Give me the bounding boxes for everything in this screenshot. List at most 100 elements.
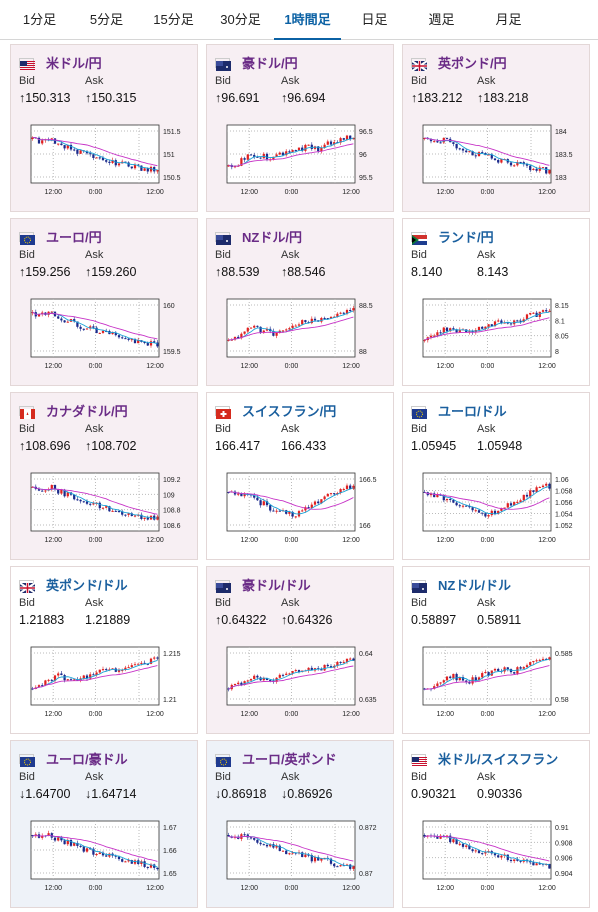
tab-5[interactable]: 日足 <box>361 12 388 27</box>
candle <box>468 151 471 153</box>
pair-name[interactable]: ユーロ/ドル <box>438 404 507 419</box>
tab-3[interactable]: 30分足 <box>220 12 261 27</box>
pair-title[interactable]: 英ポンド/ドル <box>19 575 128 594</box>
candle <box>227 165 230 167</box>
candle <box>60 837 63 841</box>
currency-card[interactable]: スイスフラン/円 Bid Ask 166.417 166.433 166.5 16… <box>206 392 394 560</box>
tab-0[interactable]: 1分足 <box>22 12 57 27</box>
tab-4[interactable]: 1時間足 <box>274 0 341 40</box>
candle <box>79 326 82 329</box>
currency-card[interactable]: 英ポンド/円 Bid Ask ↑183.212 ↑183.218 184 183.… <box>402 44 590 212</box>
tab-2[interactable]: 15分足 <box>153 12 194 27</box>
pair-name[interactable]: ユーロ/円 <box>46 230 102 245</box>
pair-name[interactable]: カナダドル/円 <box>46 404 128 419</box>
pair-title[interactable]: カナダドル/円 <box>19 401 128 420</box>
pair-title[interactable]: ランド/円 <box>411 227 494 246</box>
bid-label: Bid <box>411 423 427 435</box>
chart-container[interactable]: 88.5 88 12:00 0:00 12:00 <box>215 293 385 377</box>
tab-7[interactable]: 月足 <box>495 12 522 27</box>
pair-name[interactable]: ユーロ/豪ドル <box>46 752 128 767</box>
pair-title[interactable]: ユーロ/英ポンド <box>215 749 337 768</box>
pair-name[interactable]: 米ドル/スイスフラン <box>438 752 559 767</box>
pair-name[interactable]: 英ポンド/ドル <box>46 578 128 593</box>
pair-name[interactable]: 豪ドル/円 <box>242 56 298 71</box>
pair-title[interactable]: 米ドル/円 <box>19 53 102 72</box>
candle <box>548 169 551 174</box>
pair-title[interactable]: ユーロ/円 <box>19 227 102 246</box>
candle <box>297 670 301 673</box>
currency-card[interactable]: 米ドル/スイスフラン Bid Ask 0.90321 0.90336 0.91 0… <box>402 740 590 908</box>
pair-title[interactable]: ユーロ/豪ドル <box>19 749 128 768</box>
chart-container[interactable]: 1.06 1.058 1.056 1.054 1.052 12:00 0:00 12:00 <box>411 467 581 551</box>
chart-container[interactable]: 0.585 0.58 12:00 0:00 12:00 <box>411 641 581 725</box>
ma-long-line <box>424 137 550 166</box>
pair-title[interactable]: 米ドル/スイスフラン <box>411 749 558 768</box>
chart-container[interactable]: 184 183.5 183 12:00 0:00 12:00 <box>411 119 581 203</box>
ask-value: ↑88.546 <box>281 265 326 279</box>
candle <box>69 144 73 150</box>
candle <box>156 657 159 659</box>
pair-title[interactable]: スイスフラン/円 <box>215 401 336 420</box>
candle <box>333 863 336 867</box>
currency-card[interactable]: 英ポンド/ドル Bid Ask 1.21883 1.21889 1.215 1.2… <box>10 566 198 734</box>
chart-container[interactable]: 0.91 0.908 0.906 0.904 12:00 0:00 12:00 <box>411 815 581 899</box>
chart-container[interactable]: 160 159.5 12:00 0:00 12:00 <box>19 293 189 377</box>
currency-card[interactable]: NZドル/円 Bid Ask ↑88.539 ↑88.546 88.5 88 12:… <box>206 218 394 386</box>
candle <box>423 340 426 342</box>
chart-container[interactable]: 96.5 96 95.5 12:00 0:00 12:00 <box>215 119 385 203</box>
pair-name[interactable]: ランド/円 <box>438 230 494 245</box>
candle <box>240 333 243 339</box>
currency-card[interactable]: ユーロ/豪ドル Bid Ask ↓1.64700 ↓1.64714 1.67 1.… <box>10 740 198 908</box>
pair-name[interactable]: NZドル/ドル <box>438 578 511 593</box>
y-tick-label: 150.5 <box>163 175 181 182</box>
chart-container[interactable]: 166.5 166 12:00 0:00 12:00 <box>215 467 385 551</box>
candle <box>278 510 281 512</box>
pair-title[interactable]: 豪ドル/ドル <box>215 575 311 594</box>
candle <box>481 326 484 329</box>
currency-card[interactable]: ユーロ/英ポンド Bid Ask ↓0.86918 ↓0.86926 0.872… <box>206 740 394 908</box>
pair-name[interactable]: 米ドル/円 <box>46 56 102 71</box>
currency-card[interactable]: カナダドル/円 Bid Ask ↑108.696 ↑108.702 109.2 1… <box>10 392 198 560</box>
bid-label: Bid <box>215 75 231 87</box>
candle <box>323 664 326 671</box>
candle <box>291 852 294 854</box>
currency-card[interactable]: ユーロ/円 Bid Ask ↑159.256 ↑159.260 160 159.5… <box>10 218 198 386</box>
y-tick-label: 0.87 <box>359 871 373 878</box>
y-tick-label: 183 <box>555 175 567 182</box>
currency-card[interactable]: ランド/円 Bid Ask 8.140 8.143 8.15 8.1 8.05 8 12… <box>402 218 590 386</box>
pair-title[interactable]: NZドル/円 <box>215 227 302 246</box>
pair-title[interactable]: 英ポンド/円 <box>411 53 507 72</box>
chart-container[interactable]: 0.64 0.635 12:00 0:00 12:00 <box>215 641 385 725</box>
candle <box>455 502 458 506</box>
tab-1[interactable]: 5分足 <box>89 12 124 27</box>
candle <box>149 864 153 868</box>
pair-title[interactable]: ユーロ/ドル <box>411 401 507 420</box>
chart-container[interactable]: 1.215 1.21 12:00 0:00 12:00 <box>19 641 189 725</box>
pair-name[interactable]: スイスフラン/円 <box>242 404 337 419</box>
x-tick-label: 12:00 <box>436 711 454 718</box>
pair-name[interactable]: 英ポンド/円 <box>438 56 507 71</box>
candle <box>146 168 149 172</box>
currency-card[interactable]: 豪ドル/ドル Bid Ask ↑0.64322 ↑0.64326 0.64 0.6… <box>206 566 394 734</box>
pair-name[interactable]: 豪ドル/ドル <box>242 578 311 593</box>
chart-container[interactable]: 109.2 109 108.8 108.6 12:00 0:00 12:00 <box>19 467 189 551</box>
pair-title[interactable]: NZドル/ドル <box>411 575 511 594</box>
candle <box>114 332 117 336</box>
candle <box>513 165 516 167</box>
pair-name[interactable]: NZドル/円 <box>242 230 302 245</box>
chart-container[interactable]: 0.872 0.87 12:00 0:00 12:00 <box>215 815 385 899</box>
candle <box>452 839 455 843</box>
currency-card[interactable]: 米ドル/円 Bid Ask ↑150.313 ↑150.315 151.5 151… <box>10 44 198 212</box>
x-tick-label: 12:00 <box>146 711 164 718</box>
tab-6[interactable]: 週足 <box>428 12 455 27</box>
currency-card[interactable]: 豪ドル/円 Bid Ask ↑96.691 ↑96.694 96.5 96 95.5… <box>206 44 394 212</box>
chart-container[interactable]: 8.15 8.1 8.05 8 12:00 0:00 12:00 <box>411 293 581 377</box>
currency-card[interactable]: NZドル/ドル Bid Ask 0.58897 0.58911 0.585 0.5… <box>402 566 590 734</box>
chart-container[interactable]: 1.67 1.66 1.65 12:00 0:00 12:00 <box>19 815 189 899</box>
chart-container[interactable]: 151.5 151 150.5 12:00 0:00 12:00 <box>19 119 189 203</box>
pair-title[interactable]: 豪ドル/円 <box>215 53 298 72</box>
pair-name[interactable]: ユーロ/英ポンド <box>242 752 337 767</box>
eu-flag-icon <box>215 753 231 767</box>
candle <box>240 158 243 166</box>
currency-card[interactable]: ユーロ/ドル Bid Ask 1.05945 1.05948 1.06 1.058… <box>402 392 590 560</box>
